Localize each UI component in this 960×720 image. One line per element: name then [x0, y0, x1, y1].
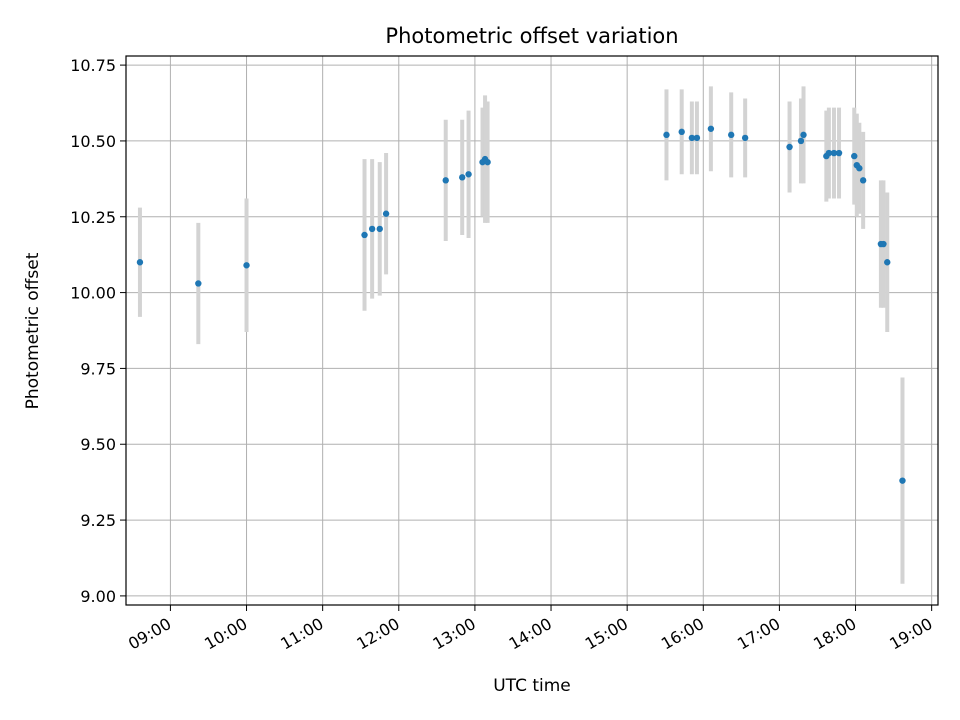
y-tick-label: 9.75: [80, 359, 116, 378]
data-point: [195, 280, 202, 287]
data-point: [797, 137, 805, 145]
grid-lines: [126, 56, 938, 605]
x-tick-label: 12:00: [353, 614, 402, 654]
y-tick-label: 10.75: [70, 56, 116, 75]
data-point: [727, 131, 735, 139]
x-tick-label: 10:00: [201, 614, 250, 654]
x-tick-label: 13:00: [429, 614, 478, 654]
data-point: [830, 149, 838, 157]
data-point: [442, 177, 449, 184]
y-axis-ticks: 9.00 9.25 9.50 9.75 10.00 10.25 10.50 10.75: [70, 56, 126, 606]
x-tick-label: 19:00: [886, 614, 935, 654]
data-point: [835, 149, 843, 157]
data-points: [136, 125, 906, 484]
y-tick-label: 9.50: [80, 435, 116, 454]
chart-title: Photometric offset variation: [385, 24, 678, 48]
data-point: [465, 171, 472, 178]
data-point: [800, 131, 807, 139]
data-point: [688, 134, 696, 142]
y-tick-label: 9.00: [80, 587, 116, 606]
x-tick-label: 18:00: [810, 614, 859, 654]
y-axis-label: Photometric offset: [23, 252, 43, 409]
x-tick-label: 14:00: [506, 614, 555, 654]
y-tick-label: 10.25: [70, 208, 116, 227]
data-point: [376, 225, 383, 233]
data-point: [382, 210, 390, 217]
x-tick-label: 15:00: [582, 614, 631, 654]
data-point: [786, 143, 793, 151]
data-point: [484, 158, 491, 166]
x-tick-label: 16:00: [658, 614, 707, 654]
x-axis-label: UTC time: [493, 676, 571, 696]
error-bars: [137, 86, 905, 584]
data-point: [693, 134, 701, 142]
data-point: [851, 152, 858, 160]
data-point: [884, 259, 891, 266]
plot-frame: [125, 55, 939, 606]
data-point: [856, 165, 863, 172]
data-point: [368, 225, 376, 233]
y-tick-label: 10.50: [70, 132, 116, 151]
data-point: [459, 174, 466, 181]
data-point: [899, 477, 906, 484]
data-point: [663, 131, 670, 139]
data-point: [825, 149, 833, 157]
data-point: [859, 177, 867, 184]
y-tick-label: 9.25: [80, 511, 116, 530]
data-point: [678, 128, 685, 136]
x-tick-label: 09:00: [125, 614, 174, 654]
x-axis-ticks: 09:00 10:00 11:00 12:00 13:00 14:00 15:00 16:00…: [125, 605, 936, 654]
data-point: [707, 125, 715, 132]
data-point: [361, 231, 368, 239]
data-point: [136, 259, 144, 266]
data-point: [243, 262, 250, 269]
x-tick-label: 17:00: [734, 614, 783, 654]
data-point: [741, 134, 749, 142]
data-point: [880, 240, 887, 248]
x-tick-label: 11:00: [277, 614, 326, 654]
y-tick-label: 10.00: [70, 284, 116, 303]
